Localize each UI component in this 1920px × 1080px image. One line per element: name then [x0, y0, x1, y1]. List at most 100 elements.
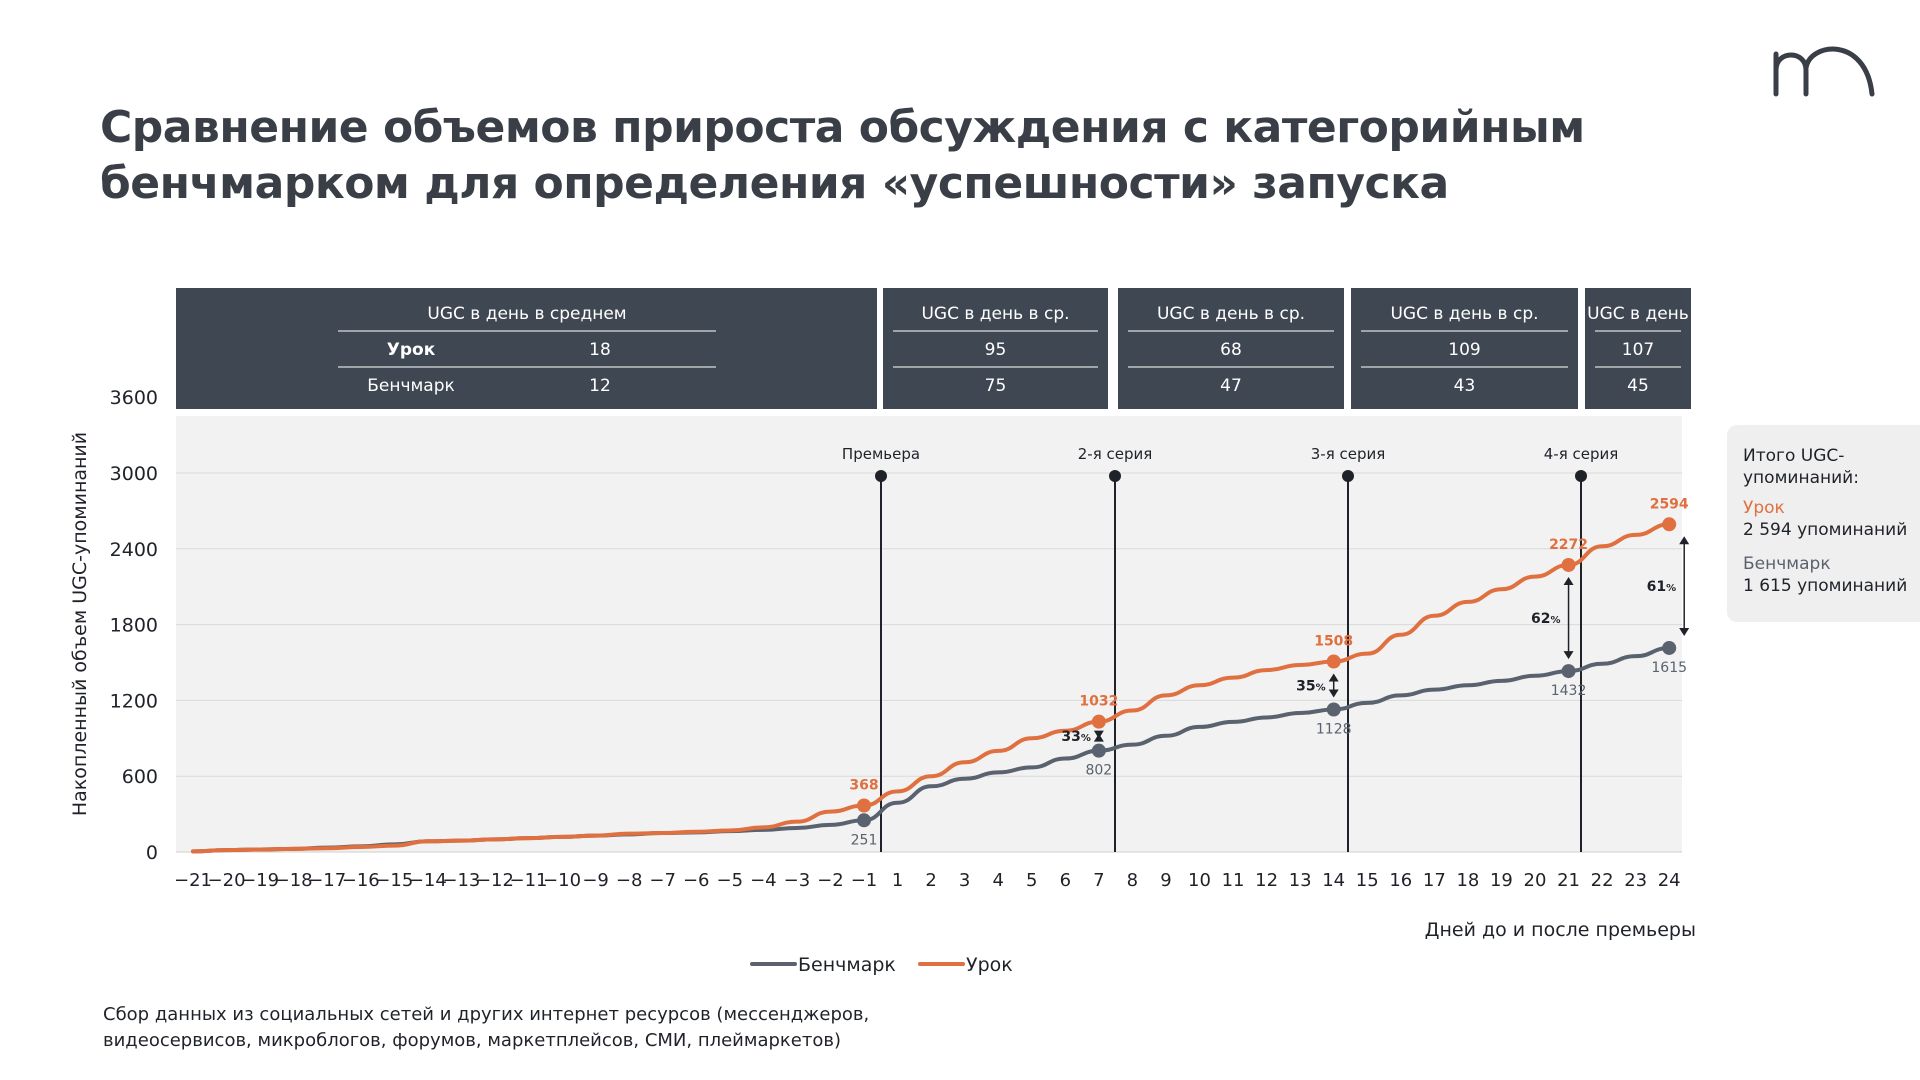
- table-value-benchmark: 12: [589, 376, 611, 396]
- page-title: Сравнение объемов прироста обсуждения с …: [100, 100, 1600, 212]
- data-label-urok: 368: [849, 778, 878, 794]
- event-marker-label: 3-я серия: [1311, 445, 1386, 463]
- event-marker-dot: [1575, 470, 1587, 482]
- y-tick-label: 2400: [110, 539, 158, 561]
- difference-arrow-head: [1328, 673, 1339, 682]
- difference-arrow-head: [1563, 651, 1574, 660]
- x-tick-label: −19: [241, 870, 279, 891]
- title-line-1: Сравнение объемов прироста обсуждения с …: [100, 102, 1585, 153]
- totals-header: Итого UGC-упоминаний:: [1743, 446, 1859, 488]
- difference-arrow-head: [1563, 576, 1574, 585]
- data-label-urok: 2594: [1650, 496, 1689, 512]
- table-header: UGC в день в ср.: [1157, 304, 1305, 324]
- x-tick-label: 24: [1658, 870, 1681, 891]
- source-note: Сбор данных из социальных сетей и других…: [103, 1004, 870, 1051]
- x-tick-label: −16: [342, 870, 380, 891]
- difference-label: 61%: [1647, 579, 1677, 595]
- table-value-benchmark: 43: [1454, 376, 1476, 396]
- x-tick-label: −3: [784, 870, 811, 891]
- x-tick-label: 17: [1423, 870, 1446, 891]
- difference-arrow-head: [1679, 536, 1690, 545]
- x-tick-label: 21: [1557, 870, 1580, 891]
- data-label-urok: 2272: [1549, 537, 1588, 553]
- x-tick-label: 16: [1389, 870, 1412, 891]
- table-value-benchmark: 47: [1220, 376, 1242, 396]
- x-tick-label: −17: [308, 870, 346, 891]
- legend-label-benchmark: Бенчмарк: [798, 954, 896, 976]
- table-row-label-urok: Урок: [387, 340, 436, 360]
- difference-label: 35%: [1296, 678, 1326, 694]
- table-header: UGC в день в ср.: [1390, 304, 1538, 324]
- x-tick-label: 18: [1456, 870, 1479, 891]
- totals-card: Итого UGC-упоминаний: Урок 2 594 упомина…: [1727, 425, 1920, 622]
- x-tick-label: −2: [817, 870, 844, 891]
- y-axis-label: Накопленный объем UGC-упоминаний: [69, 432, 91, 816]
- table-value-urok: 95: [985, 340, 1007, 360]
- x-tick-label: −14: [409, 870, 447, 891]
- event-marker-dot: [1342, 470, 1354, 482]
- table-row-label-benchmark: Бенчмарк: [367, 376, 455, 396]
- series-line-urok: [191, 522, 1672, 854]
- table-value-urok: 18: [589, 340, 611, 360]
- x-tick-label: 14: [1322, 870, 1345, 891]
- table-header: UGC в день в ср.: [921, 304, 1069, 324]
- x-tick-label: −20: [208, 870, 246, 891]
- data-label-urok: 1508: [1314, 633, 1353, 649]
- x-tick-label: −8: [616, 870, 643, 891]
- x-tick-label: 3: [959, 870, 970, 891]
- table-value-urok: 109: [1448, 340, 1480, 360]
- title-line-2: бенчмарком для определения «успешности» …: [100, 158, 1449, 209]
- x-tick-label: 7: [1093, 870, 1104, 891]
- y-tick-label: 3600: [110, 387, 158, 409]
- x-tick-label: −9: [582, 870, 609, 891]
- event-marker-label: Премьера: [842, 445, 920, 463]
- data-label-urok: 1032: [1079, 694, 1118, 710]
- event-marker-dot: [1109, 470, 1121, 482]
- x-tick-label: 22: [1591, 870, 1614, 891]
- y-tick-label: 600: [122, 766, 158, 788]
- data-label-benchmark: 1128: [1316, 721, 1352, 737]
- plot-area: [176, 416, 1682, 852]
- x-tick-label: −4: [750, 870, 777, 891]
- x-tick-label: 5: [1026, 870, 1037, 891]
- event-marker-label: 4-я серия: [1544, 445, 1619, 463]
- data-label-benchmark: 802: [1085, 763, 1112, 779]
- x-tick-label: −21: [174, 870, 212, 891]
- table-value-urok: 107: [1622, 340, 1654, 360]
- x-tick-label: −18: [275, 870, 313, 891]
- totals-bench-value: 1 615 упоминаний: [1743, 576, 1908, 596]
- totals-urok-label: Урок: [1743, 498, 1785, 518]
- table-segment: [1585, 288, 1691, 409]
- x-tick-label: 20: [1524, 870, 1547, 891]
- difference-label: 33%: [1061, 729, 1091, 745]
- data-point-urok: [857, 798, 871, 813]
- difference-label: 62%: [1531, 611, 1561, 627]
- table-value-benchmark: 45: [1627, 376, 1649, 396]
- data-point-urok: [1662, 517, 1677, 532]
- difference-unit: %: [1081, 733, 1091, 744]
- y-tick-label: 1800: [110, 615, 158, 637]
- x-tick-label: 8: [1127, 870, 1138, 891]
- difference-arrow-head: [1093, 730, 1104, 739]
- data-point-urok: [1561, 557, 1576, 572]
- x-tick-label: 19: [1490, 870, 1513, 891]
- x-tick-label: −7: [649, 870, 676, 891]
- y-tick-label: 0: [146, 842, 158, 864]
- difference-unit: %: [1551, 615, 1561, 626]
- data-label-benchmark: 1615: [1651, 660, 1687, 676]
- x-axis-label: Дней до и после премьеры: [1425, 919, 1696, 941]
- x-tick-label: 6: [1060, 870, 1071, 891]
- y-tick-label: 3000: [110, 463, 158, 485]
- x-tick-label: 1: [892, 870, 903, 891]
- legend-label-urok: Урок: [966, 954, 1013, 976]
- x-tick-label: 13: [1289, 870, 1312, 891]
- table-segment: [1118, 288, 1344, 409]
- table-header: UGC в день в среднем: [427, 304, 626, 324]
- event-marker-dot: [875, 470, 887, 482]
- x-tick-label: −6: [683, 870, 710, 891]
- y-tick-label: 1200: [110, 690, 158, 712]
- data-label-benchmark: 1432: [1551, 683, 1587, 699]
- table-segment: [883, 288, 1108, 409]
- x-tick-label: 10: [1188, 870, 1211, 891]
